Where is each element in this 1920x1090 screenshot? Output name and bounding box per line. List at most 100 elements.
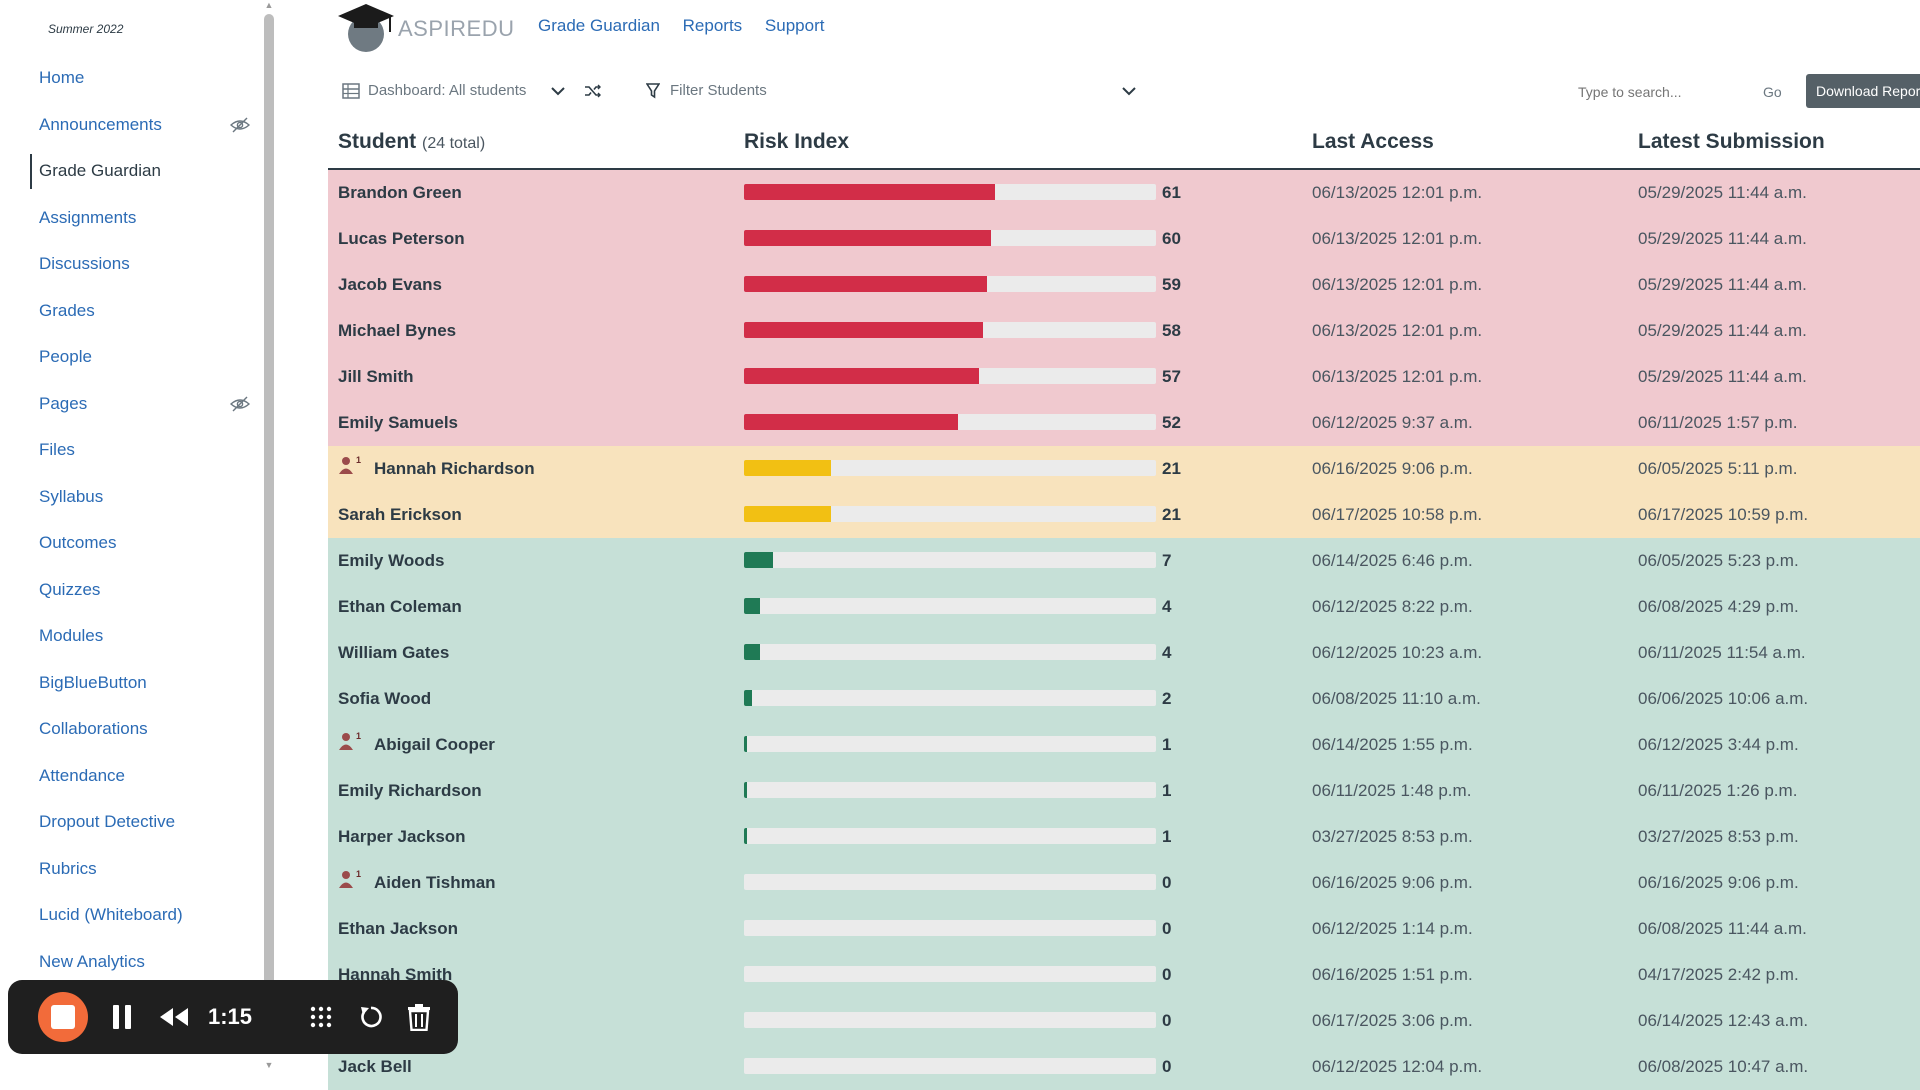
student-name-cell[interactable]: Emily Richardson xyxy=(338,768,482,814)
eye-slash-icon[interactable] xyxy=(229,381,252,428)
student-name-cell[interactable]: Sarah Erickson xyxy=(338,492,462,538)
latest-submission-cell: 06/11/2025 11:54 a.m. xyxy=(1638,643,1806,662)
sidebar-item-attendance[interactable]: Attendance xyxy=(0,753,262,800)
student-name-cell[interactable]: Michael Bynes xyxy=(338,308,456,354)
table-row[interactable]: Ethan Coleman 4 06/12/2025 8:22 p.m. 06/08/… xyxy=(328,584,1920,630)
latest-submission-cell: 06/06/2025 10:06 a.m. xyxy=(1638,689,1809,708)
sidebar-item-pages[interactable]: Pages xyxy=(0,381,262,428)
table-row[interactable]: Hannah Smith 0 06/16/2025 1:51 p.m. 04/17/2… xyxy=(328,952,1920,998)
student-name-cell[interactable]: Ethan Coleman xyxy=(338,584,462,630)
student-name-cell[interactable]: Harper Jackson xyxy=(338,814,466,860)
sidebar-item-grades[interactable]: Grades xyxy=(0,288,262,335)
student-name-cell[interactable]: Emily Woods xyxy=(338,538,444,584)
student-name-cell[interactable]: Ethan Jackson xyxy=(338,906,458,952)
dashboard-selector[interactable]: Dashboard: All students xyxy=(342,82,602,99)
student-name-cell[interactable]: Jill Smith xyxy=(338,354,414,400)
sidebar-item-label: Assignments xyxy=(39,207,137,227)
table-row[interactable]: William Gates 4 06/12/2025 10:23 a.m. 06/11… xyxy=(328,630,1920,676)
filter-students-dropdown[interactable]: Filter Students xyxy=(646,82,1137,99)
sidebar-item-assignments[interactable]: Assignments xyxy=(0,195,262,242)
student-name-cell[interactable]: 1 Hannah Richardson xyxy=(338,446,535,492)
table-row[interactable]: Emily Samuels 52 06/12/2025 9:37 a.m. 06/11… xyxy=(328,400,1920,446)
column-header-student[interactable]: Student (24 total) xyxy=(338,130,485,154)
rewind-button[interactable] xyxy=(154,980,194,1054)
student-name-cell[interactable]: 1 Aiden Tishman xyxy=(338,860,496,906)
table-row[interactable]: Jack Bell 0 06/12/2025 12:04 p.m. 06/08/202… xyxy=(328,1044,1920,1090)
table-row[interactable]: Jill Smith 57 06/13/2025 12:01 p.m. 05/29/2… xyxy=(328,354,1920,400)
search-input[interactable] xyxy=(1570,74,1770,110)
chevron-down-icon[interactable] xyxy=(550,85,566,97)
table-row[interactable]: 1 Abigail Cooper 1 06/14/2025 1:55 p.m. 06/1… xyxy=(328,722,1920,768)
table-row[interactable]: Lucas Peterson 60 06/13/2025 12:01 p.m. 05/… xyxy=(328,216,1920,262)
scroll-down-arrow[interactable]: ▼ xyxy=(264,1060,274,1070)
pause-button[interactable] xyxy=(106,980,138,1054)
table-row[interactable]: 1 Aiden Tishman 0 06/16/2025 9:06 p.m. 06/16… xyxy=(328,860,1920,906)
sidebar-item-syllabus[interactable]: Syllabus xyxy=(0,474,262,521)
sidebar-item-quizzes[interactable]: Quizzes xyxy=(0,567,262,614)
table-row[interactable]: Michael Bynes 58 06/13/2025 12:01 p.m. 05/2… xyxy=(328,308,1920,354)
sidebar-item-new-analytics[interactable]: New Analytics xyxy=(0,939,262,986)
sidebar-item-files[interactable]: Files xyxy=(0,427,262,474)
table-row[interactable]: Harper Jackson 1 03/27/2025 8:53 p.m. 03/27… xyxy=(328,814,1920,860)
download-report-button[interactable]: Download Report xyxy=(1806,74,1920,108)
sidebar-item-label: Quizzes xyxy=(39,579,101,599)
table-row[interactable]: 1 Hannah Richardson 21 06/16/2025 9:06 p.m.… xyxy=(328,446,1920,492)
sidebar-item-lucid-whiteboard[interactable]: Lucid (Whiteboard) xyxy=(0,892,262,939)
person-flag-icon[interactable]: 1 xyxy=(338,447,364,493)
person-flag-icon[interactable]: 1 xyxy=(338,723,364,769)
table-row[interactable]: Sofia Wood 2 06/08/2025 11:10 a.m. 06/06/20… xyxy=(328,676,1920,722)
sidebar-item-outcomes[interactable]: Outcomes xyxy=(0,520,262,567)
table-row[interactable]: Ethan Jackson 0 06/12/2025 1:14 p.m. 06/08/… xyxy=(328,906,1920,952)
person-flag-icon[interactable]: 1 xyxy=(338,861,364,907)
stop-recording-button[interactable] xyxy=(36,980,90,1054)
table-row[interactable]: 0 06/17/2025 3:06 p.m. 06/14/2025 12:43 a.… xyxy=(328,998,1920,1044)
student-name-cell[interactable]: Lucas Peterson xyxy=(338,216,465,262)
sidebar-item-home[interactable]: Home xyxy=(0,55,262,102)
sidebar-item-label: Collaborations xyxy=(39,719,148,738)
scroll-up-arrow[interactable]: ▲ xyxy=(264,0,274,10)
table-row[interactable]: Sarah Erickson 21 06/17/2025 10:58 p.m. 06/… xyxy=(328,492,1920,538)
risk-bar-track xyxy=(744,966,1156,982)
student-name-cell[interactable]: Emily Samuels xyxy=(338,400,458,446)
table-row[interactable]: Emily Richardson 1 06/11/2025 1:48 p.m. 06/… xyxy=(328,768,1920,814)
chevron-down-icon[interactable] xyxy=(1121,85,1137,97)
sidebar-item-rubrics[interactable]: Rubrics xyxy=(0,846,262,893)
student-name-cell[interactable]: Sofia Wood xyxy=(338,676,431,722)
sidebar-item-people[interactable]: People xyxy=(0,334,262,381)
student-name-cell[interactable]: Brandon Green xyxy=(338,170,462,216)
screen-recorder-toolbar: 1:15 xyxy=(8,980,458,1054)
table-row[interactable]: Emily Woods 7 06/14/2025 6:46 p.m. 06/05/20… xyxy=(328,538,1920,584)
student-name-cell[interactable]: Hannah Smith xyxy=(338,952,452,998)
student-name-cell[interactable]: Jacob Evans xyxy=(338,262,442,308)
sidebar-scrollbar[interactable] xyxy=(264,14,274,1054)
student-name-cell[interactable]: 1 Abigail Cooper xyxy=(338,722,495,768)
link-support[interactable]: Support xyxy=(764,16,825,35)
aspiredu-logo[interactable]: ASPIREDU xyxy=(334,2,514,52)
svg-text:1: 1 xyxy=(356,869,361,879)
sidebar-item-collaborations[interactable]: Collaborations xyxy=(0,706,262,753)
sidebar-item-grade-guardian[interactable]: Grade Guardian xyxy=(0,148,262,195)
sidebar-item-modules[interactable]: Modules xyxy=(0,613,262,660)
link-grade-guardian[interactable]: Grade Guardian xyxy=(538,16,660,35)
recording-timer: 1:15 xyxy=(208,1004,253,1029)
column-header-last-access[interactable]: Last Access xyxy=(1312,130,1434,153)
sidebar-item-announcements[interactable]: Announcements xyxy=(0,102,262,149)
link-reports[interactable]: Reports xyxy=(682,16,743,35)
student-name-cell[interactable]: Jack Bell xyxy=(338,1044,412,1090)
column-header-risk-index[interactable]: Risk Index xyxy=(744,130,850,153)
sidebar-item-discussions[interactable]: Discussions xyxy=(0,241,262,288)
eye-slash-icon[interactable] xyxy=(229,102,252,149)
grid-button[interactable] xyxy=(304,980,338,1054)
shuffle-icon[interactable] xyxy=(584,84,602,98)
student-name-cell[interactable]: William Gates xyxy=(338,630,449,676)
restart-button[interactable] xyxy=(354,980,388,1054)
delete-button[interactable] xyxy=(402,980,436,1054)
student-name: Aiden Tishman xyxy=(374,873,496,892)
column-header-latest-submission[interactable]: Latest Submission xyxy=(1638,130,1825,153)
sidebar-item-bigbluebutton[interactable]: BigBlueButton xyxy=(0,660,262,707)
table-row[interactable]: Brandon Green 61 06/13/2025 12:01 p.m. 05/2… xyxy=(328,170,1920,216)
risk-bar-track xyxy=(744,460,1156,476)
sidebar-item-dropout-detective[interactable]: Dropout Detective xyxy=(0,799,262,846)
table-row[interactable]: Jacob Evans 59 06/13/2025 12:01 p.m. 05/29/… xyxy=(328,262,1920,308)
go-button[interactable]: Go xyxy=(1763,84,1782,100)
